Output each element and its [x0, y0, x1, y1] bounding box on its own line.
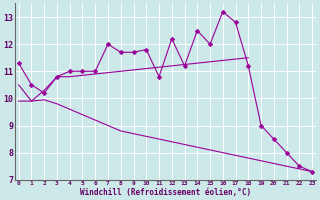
X-axis label: Windchill (Refroidissement éolien,°C): Windchill (Refroidissement éolien,°C) — [80, 188, 251, 197]
